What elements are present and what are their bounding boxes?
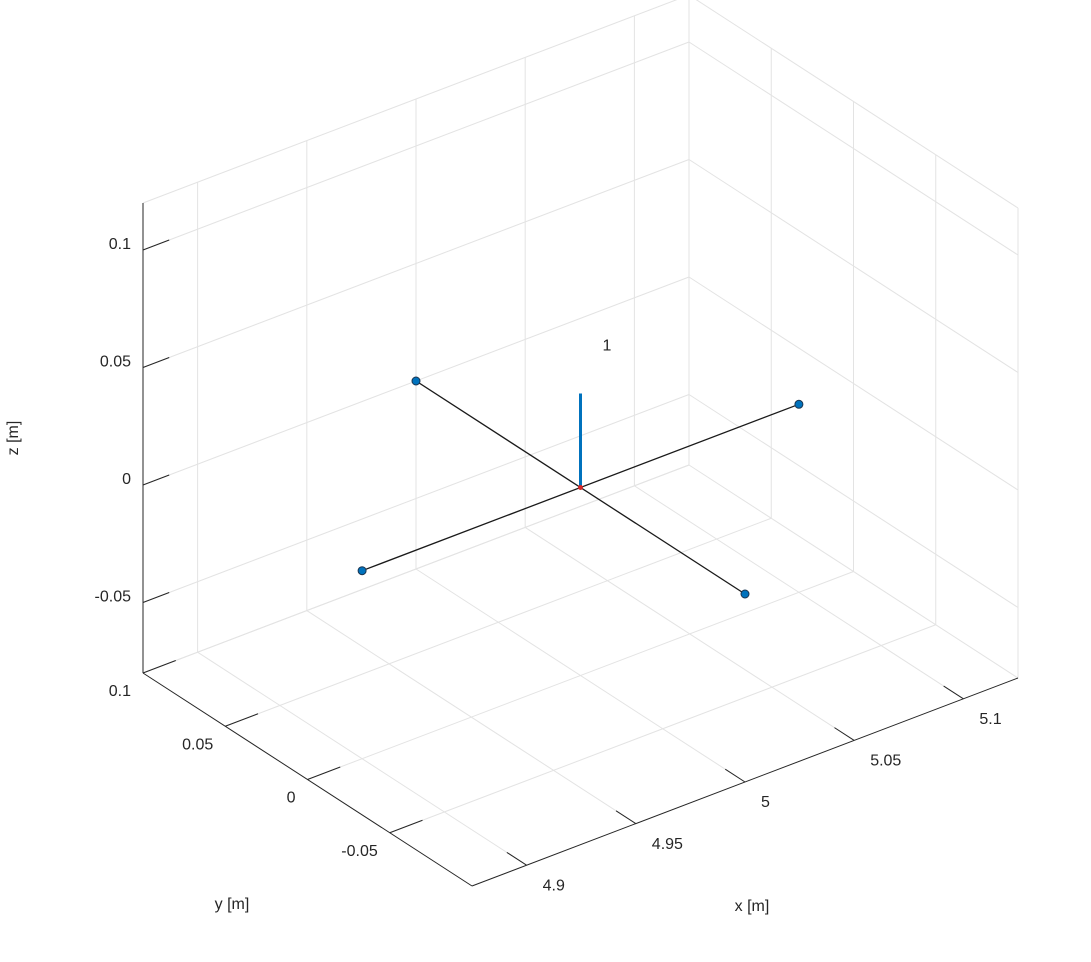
x-tick (943, 685, 964, 700)
grid-line (688, 276, 1019, 491)
box-edge (142, 0, 678, 204)
grid-line (688, 159, 1019, 373)
rotor-point (411, 376, 421, 386)
y-tick (142, 660, 176, 674)
box-edge (688, 464, 1019, 679)
z-tick-label: 0.1 (109, 236, 131, 253)
y-tick (307, 766, 341, 780)
z-tick-label: 0.05 (100, 354, 131, 371)
z-axis-label: z [m] (5, 421, 22, 456)
y-tick-label: 0.05 (182, 736, 213, 753)
center-point (578, 485, 583, 490)
y-tick-label: 0 (287, 790, 296, 807)
z-tick (142, 239, 170, 251)
grid-line (389, 624, 936, 834)
grid-line (225, 517, 772, 727)
x-tick (834, 727, 855, 741)
rotor-point (794, 399, 804, 409)
z-tick-label: 0 (122, 471, 131, 488)
rotor-point (357, 566, 367, 576)
grid-line (142, 159, 690, 368)
grid-line (688, 394, 1019, 608)
grid-line (142, 41, 690, 251)
x-tick-label: 5.05 (870, 753, 901, 770)
x-tick (724, 768, 746, 783)
box-edge (142, 464, 690, 674)
y-axis-label: y [m] (215, 896, 250, 913)
box-edge (695, 0, 1019, 209)
x-tick (506, 852, 527, 866)
x-tick-label: 5 (761, 794, 770, 811)
x-tick-label: 4.95 (652, 836, 683, 853)
y-tick-label: -0.05 (341, 843, 378, 860)
x-tick-label: 4.9 (543, 877, 565, 894)
grid-line (142, 394, 690, 603)
z-tick (142, 474, 170, 486)
grid-line (307, 571, 854, 780)
grid-line (688, 41, 1019, 256)
y-tick (389, 819, 423, 834)
y-tick-label: 0.1 (109, 683, 131, 700)
z-tick (142, 592, 170, 603)
z-tick (142, 357, 170, 368)
z-tick-label: -0.05 (95, 589, 132, 606)
rotor-point (740, 589, 750, 599)
x-axis-label: x [m] (735, 898, 770, 915)
annotation: 1 (603, 338, 612, 355)
x-tick (615, 810, 637, 825)
y-tick (225, 713, 259, 727)
x-tick-label: 5.1 (979, 711, 1001, 728)
